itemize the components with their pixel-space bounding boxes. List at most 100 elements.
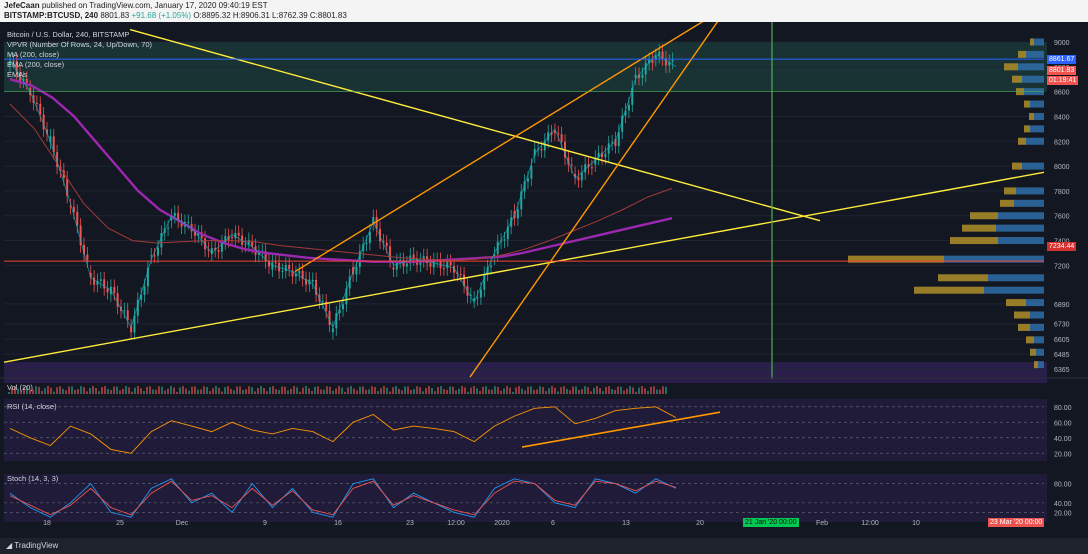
volume-bar (350, 386, 352, 394)
volume-bar (197, 389, 199, 394)
volume-bar (263, 388, 265, 394)
price-tag-current: 8861.67 (1047, 55, 1077, 64)
candle-body (644, 63, 647, 75)
candle-body (288, 264, 291, 270)
volume-bar (272, 386, 274, 394)
candle-body (56, 152, 59, 167)
volume-bar (512, 391, 514, 394)
volume-bar (71, 386, 73, 394)
volume-bar (416, 386, 418, 394)
candle-body (372, 217, 375, 224)
candle-body (9, 60, 11, 66)
stoch-k-line (9, 478, 677, 518)
vp-bar-up (1000, 199, 1014, 207)
brand-logo[interactable]: ◢ TradingView (6, 541, 58, 550)
rsi-pane-label[interactable]: RSI (14, close) (7, 402, 57, 411)
volume-bar (317, 386, 319, 394)
volume-bar (158, 386, 160, 394)
volume-bar (482, 386, 484, 394)
volume-bar (599, 388, 601, 394)
stoch-tick-label: 40.00 (1054, 501, 1072, 508)
vp-bar-up (962, 224, 996, 232)
candle-body (197, 232, 200, 236)
candle-body (355, 266, 358, 275)
candle-body (311, 279, 314, 282)
candle-body (22, 78, 25, 81)
candle-body (72, 206, 75, 212)
candle-body (342, 304, 344, 310)
author-name[interactable]: JefeCaan (4, 1, 40, 10)
ma-200-line (9, 103, 673, 261)
volume-bar (650, 386, 652, 394)
volume-bar (341, 387, 343, 394)
chart-canvas[interactable]: 9000880086008400820080007800760074007200… (0, 22, 1088, 538)
candle-body (244, 244, 247, 246)
candle-body (533, 148, 536, 156)
volume-bar (362, 386, 364, 394)
x-tick-label: 12:00 (447, 520, 465, 527)
candle-body (123, 310, 126, 312)
volume-bar (194, 386, 196, 394)
symbol-label: BITSTAMP:BTCUSD, 240 (4, 11, 99, 20)
rsi-tick-label: 60.00 (1054, 420, 1072, 427)
footer-bar (0, 538, 1088, 554)
candle-body (368, 231, 371, 243)
vp-bar-up (914, 286, 984, 294)
volume-bar (623, 390, 625, 394)
legend-emas[interactable]: EMAs (7, 70, 28, 79)
volume-bar (488, 389, 490, 394)
vp-bar-down (996, 224, 1044, 232)
candle-body (146, 267, 149, 287)
stoch-pane-label[interactable]: Stoch (14, 3, 3) (7, 474, 59, 483)
candle-body (153, 255, 156, 257)
candle-body (25, 78, 28, 83)
volume-bar (515, 387, 517, 394)
rsi-trendline (521, 411, 721, 448)
volume-bar (653, 386, 655, 394)
volume-bar (296, 387, 298, 394)
candle-body (402, 260, 405, 267)
volume-bar (539, 386, 541, 394)
volume-bar (434, 391, 436, 394)
volume-bar (335, 388, 337, 394)
candle-body (150, 255, 153, 257)
candle-body (597, 152, 600, 158)
candle-body (69, 206, 72, 208)
volume-bar (644, 388, 646, 394)
legend-ema[interactable]: EMA (200, close) (7, 60, 65, 69)
vol-pane-label[interactable]: Vol (20) (7, 383, 33, 392)
volume-bar (173, 387, 175, 394)
candle-body (224, 236, 227, 243)
candle-body (315, 279, 318, 295)
candle-body (631, 87, 634, 105)
volume-bar (140, 388, 142, 394)
candle-body (607, 143, 610, 154)
candle-body (348, 276, 351, 289)
y-tick-label: 8000 (1054, 164, 1070, 171)
y-tick-label: 6485 (1054, 352, 1070, 359)
candle-body (345, 288, 348, 305)
rsi-tick-label: 40.00 (1054, 436, 1072, 443)
candle-body (506, 226, 509, 240)
volume-bar (284, 386, 286, 394)
vp-bar-down (1018, 63, 1044, 71)
volume-bar (533, 389, 535, 394)
volume-bar (455, 390, 457, 394)
candle-body (281, 270, 284, 272)
change-value: +91.68 (+1.05%) (131, 11, 192, 20)
candle-body (557, 133, 560, 135)
candle-body (301, 270, 304, 279)
volume-bar (182, 386, 184, 394)
vp-bar-up (1024, 125, 1030, 133)
legend-ma[interactable]: MA (200, close) (7, 50, 60, 59)
volume-bar (134, 387, 136, 394)
volume-bar (224, 387, 226, 394)
volume-bar (545, 391, 547, 394)
channel-upper-line (294, 22, 704, 273)
legend-vpvr[interactable]: VPVR (Number Of Rows, 24, Up/Down, 70) (7, 40, 153, 49)
vp-bar-up (938, 274, 988, 282)
volume-bar (569, 390, 571, 394)
volume-bar (530, 386, 532, 394)
vp-bar-down (944, 255, 1044, 263)
volume-bar (560, 387, 562, 394)
